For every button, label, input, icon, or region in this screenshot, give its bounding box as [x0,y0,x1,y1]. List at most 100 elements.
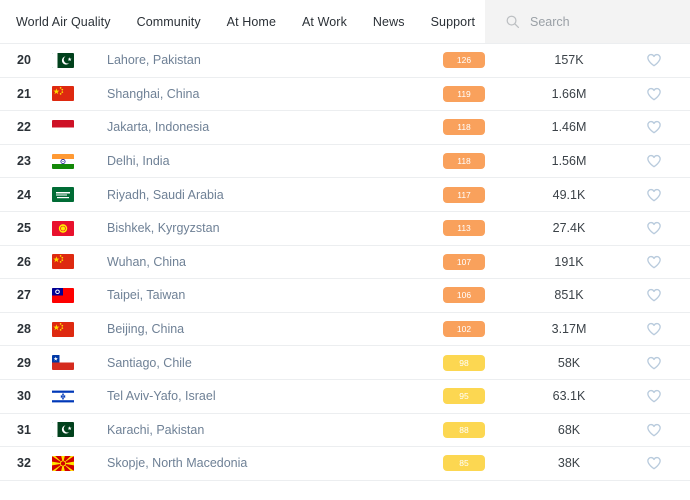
rank-cell: 22 [17,120,31,135]
table-row: 31 Karachi, Pakistan 88 68K [0,414,690,448]
table-row: 23 Delhi, India 118 1.56M [0,145,690,179]
follower-count: 1.56M [551,154,587,169]
city-link[interactable]: Riyadh, Saudi Arabia [107,187,224,202]
favorite-heart-icon[interactable] [618,388,690,404]
rank-cell: 20 [17,53,31,68]
city-link[interactable]: Shanghai, China [107,86,200,101]
favorite-heart-icon[interactable] [618,153,690,169]
follower-count: 157K [554,53,584,68]
rank-cell: 28 [17,322,31,337]
nav-news[interactable]: News [372,14,405,29]
flag-china-icon [52,321,105,337]
aqi-badge: 126 [443,52,485,69]
favorite-heart-icon[interactable] [618,86,690,102]
follower-count: 191K [554,254,584,269]
rank-cell: 26 [17,254,31,269]
aqi-badge: 98 [443,354,485,371]
nav-community[interactable]: Community [136,14,201,29]
favorite-heart-icon[interactable] [618,321,690,337]
favorite-heart-icon[interactable] [618,455,690,471]
aqi-badge: 113 [443,220,485,237]
aqi-cell: 119 [408,85,520,102]
city-link[interactable]: Tel Aviv-Yafo, Israel [107,389,216,404]
table-row: 26 Wuhan, China 107 191K [0,246,690,280]
aqi-cell: 102 [408,321,520,338]
main-navigation: World Air Quality Community At Home At Work… [0,15,501,29]
table-row: 28 Beijing, China 102 3.17M [0,313,690,347]
nav-support[interactable]: Support [430,14,476,29]
search-icon [505,14,520,29]
city-link[interactable]: Santiago, Chile [107,355,192,370]
aqi-badge: 88 [443,421,485,438]
favorite-heart-icon[interactable] [618,119,690,135]
flag-kyrgyzstan-icon [52,220,105,236]
table-row: 29 Santiago, Chile 98 58K [0,346,690,380]
flag-india-icon [52,153,105,169]
table-row: 20 Lahore, Pakistan 126 157K [0,44,690,78]
favorite-heart-icon[interactable] [618,187,690,203]
rank-cell: 25 [17,221,31,236]
flag-pakistan-icon [52,422,105,438]
favorite-heart-icon[interactable] [618,287,690,303]
aqi-cell: 95 [408,388,520,405]
city-link[interactable]: Karachi, Pakistan [107,422,205,437]
follower-count: 3.17M [551,322,587,337]
aqi-badge: 119 [443,85,485,102]
city-link[interactable]: Lahore, Pakistan [107,53,201,68]
aqi-cell: 98 [408,354,520,371]
flag-china-icon [52,254,105,270]
city-link[interactable]: Bishkek, Kyrgyzstan [107,221,220,236]
favorite-heart-icon[interactable] [618,254,690,270]
city-link[interactable]: Jakarta, Indonesia [107,120,210,135]
aqi-cell: 117 [408,186,520,203]
table-row: 25 Bishkek, Kyrgyzstan 113 27.4K [0,212,690,246]
rank-cell: 27 [17,288,31,303]
aqi-cell: 118 [408,153,520,170]
aqi-cell: 85 [408,455,520,472]
follower-count: 68K [557,422,581,437]
nav-at-work[interactable]: At Work [302,14,347,29]
flag-pakistan-icon [52,52,105,68]
site-header: World Air Quality Community At Home At Work… [0,0,690,43]
rank-cell: 31 [17,422,31,437]
city-link[interactable]: Taipei, Taiwan [107,288,186,303]
favorite-heart-icon[interactable] [618,422,690,438]
flag-israel-icon [52,388,105,404]
table-row: 21 Shanghai, China 119 1.66M [0,78,690,112]
follower-count: 63.1K [552,389,586,404]
table-row: 27 Taipei, Taiwan 106 851K [0,279,690,313]
flag-indonesia-icon [52,119,105,135]
rank-cell: 23 [17,154,31,169]
follower-count: 38K [557,456,581,471]
favorite-heart-icon[interactable] [618,52,690,68]
rank-cell: 30 [17,389,31,404]
follower-count: 58K [557,355,581,370]
flag-north-macedonia-icon [52,455,105,471]
city-link[interactable]: Delhi, India [107,154,170,169]
aqi-badge: 102 [443,321,485,338]
air-quality-ranking-table: 20 Lahore, Pakistan 126 157K 21 Shanghai, Chi… [0,43,690,481]
aqi-cell: 126 [408,52,520,69]
rank-cell: 29 [17,355,31,370]
search-box[interactable]: Search [485,0,690,43]
aqi-cell: 118 [408,119,520,136]
aqi-badge: 107 [443,253,485,270]
city-link[interactable]: Beijing, China [107,322,185,337]
aqi-badge: 117 [443,186,485,203]
table-row: 32 Skopje, North Macedonia 85 38K [0,447,690,481]
city-link[interactable]: Wuhan, China [107,254,186,269]
city-link[interactable]: Skopje, North Macedonia [107,456,248,471]
aqi-cell: 113 [408,220,520,237]
aqi-cell: 106 [408,287,520,304]
nav-at-home[interactable]: At Home [226,14,276,29]
aqi-cell: 88 [408,421,520,438]
flag-saudi-arabia-icon [52,187,105,203]
table-row: 30 Tel Aviv-Yafo, Israel 95 63.1K [0,380,690,414]
aqi-cell: 107 [408,253,520,270]
favorite-heart-icon[interactable] [618,355,690,371]
favorite-heart-icon[interactable] [618,220,690,236]
nav-world-air-quality[interactable]: World Air Quality [16,14,111,29]
follower-count: 49.1K [552,187,586,202]
search-input[interactable]: Search [530,14,570,29]
aqi-badge: 118 [443,119,485,136]
